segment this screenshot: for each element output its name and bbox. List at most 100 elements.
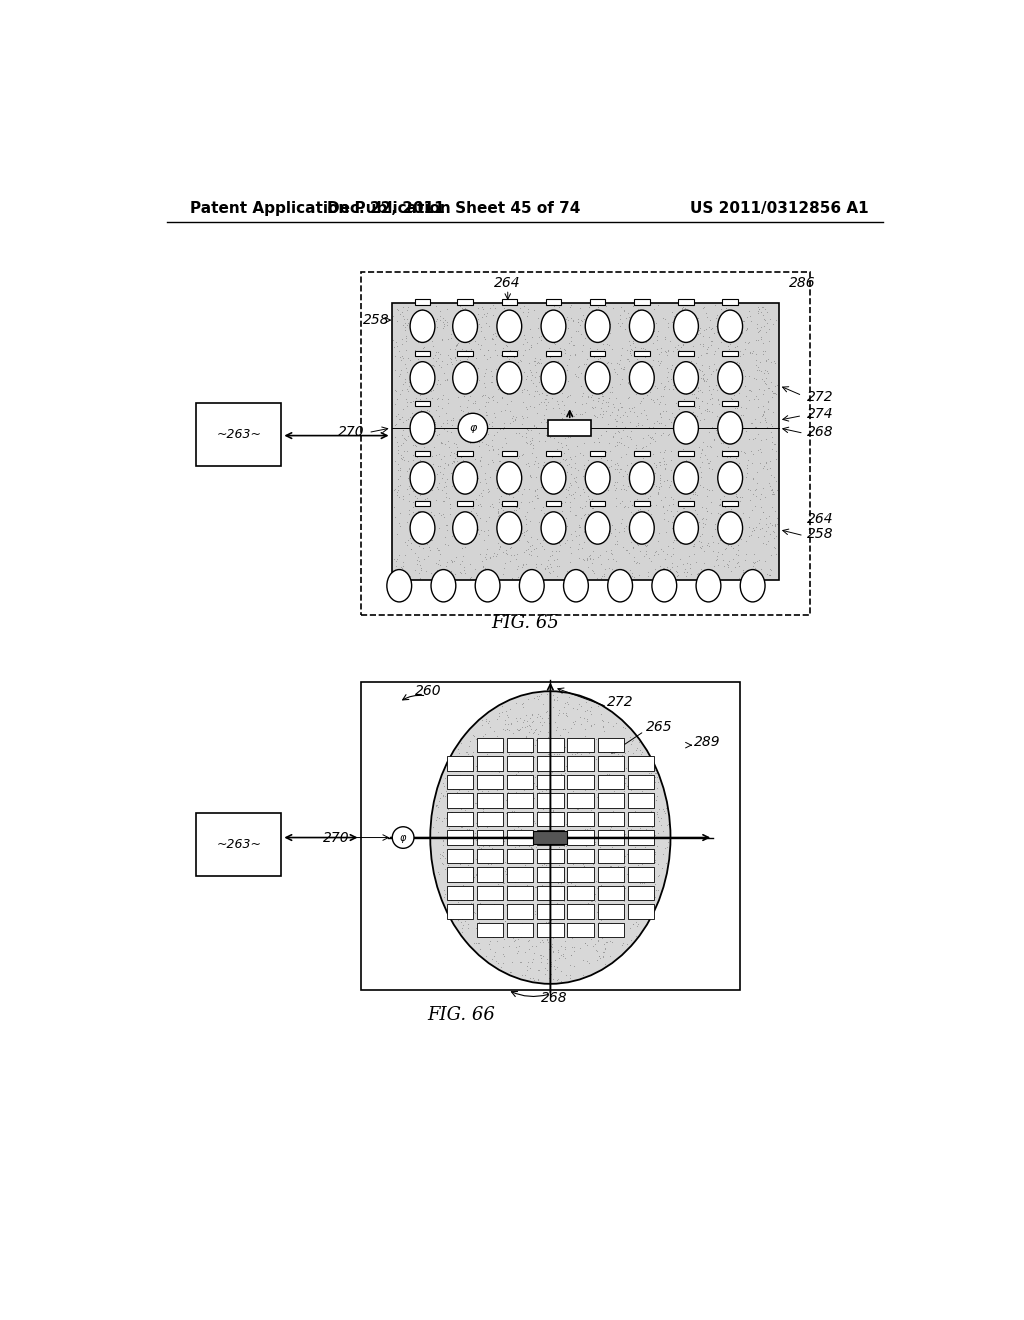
Point — [617, 308, 634, 329]
Point — [755, 343, 771, 364]
Point — [640, 807, 656, 828]
Point — [446, 338, 463, 359]
Point — [652, 385, 669, 407]
Point — [415, 462, 431, 483]
Point — [654, 540, 671, 561]
Bar — [507, 904, 534, 919]
Point — [614, 358, 631, 379]
Point — [469, 921, 485, 942]
Point — [627, 837, 643, 858]
Point — [737, 544, 754, 565]
Point — [729, 429, 745, 450]
Point — [580, 387, 596, 408]
Point — [447, 371, 464, 392]
Point — [469, 900, 485, 921]
Point — [574, 797, 591, 818]
Point — [551, 466, 567, 487]
Point — [541, 838, 557, 859]
Point — [623, 363, 639, 384]
Point — [598, 441, 614, 462]
Point — [490, 516, 507, 537]
Point — [725, 445, 741, 466]
Ellipse shape — [586, 512, 610, 544]
Point — [542, 825, 558, 846]
Point — [589, 902, 605, 923]
Point — [389, 568, 406, 589]
Point — [598, 371, 614, 392]
Point — [507, 474, 523, 495]
Point — [541, 471, 557, 492]
Point — [719, 407, 735, 428]
Point — [477, 384, 494, 405]
Point — [499, 775, 515, 796]
Point — [556, 879, 572, 900]
Point — [687, 499, 703, 520]
Point — [521, 808, 538, 829]
Point — [518, 432, 535, 453]
Point — [482, 360, 499, 381]
Point — [475, 556, 492, 577]
Point — [400, 467, 417, 488]
Point — [604, 376, 621, 397]
Point — [550, 873, 566, 894]
Point — [467, 391, 483, 412]
Point — [646, 814, 663, 836]
Point — [473, 735, 489, 756]
Text: FIG. 65: FIG. 65 — [490, 615, 559, 632]
Point — [578, 392, 594, 413]
Point — [498, 440, 514, 461]
Point — [509, 924, 525, 945]
Point — [574, 964, 591, 985]
Point — [549, 941, 565, 962]
Point — [412, 346, 428, 367]
Point — [569, 436, 586, 457]
Point — [510, 325, 526, 346]
Point — [582, 546, 598, 568]
Point — [555, 902, 571, 923]
Point — [626, 900, 642, 921]
Point — [579, 710, 595, 731]
Point — [683, 527, 699, 548]
Point — [636, 372, 652, 393]
Point — [541, 968, 557, 989]
Point — [414, 363, 430, 384]
Point — [586, 313, 602, 334]
Point — [490, 506, 507, 527]
Point — [457, 562, 473, 583]
Point — [462, 380, 478, 401]
Point — [393, 445, 410, 466]
Point — [528, 742, 545, 763]
Point — [616, 461, 633, 482]
Point — [755, 333, 771, 354]
Point — [464, 859, 480, 880]
Point — [546, 428, 562, 449]
Point — [479, 524, 496, 545]
Point — [758, 374, 774, 395]
Point — [559, 722, 575, 743]
Point — [528, 556, 545, 577]
Point — [607, 458, 624, 479]
Point — [516, 362, 532, 383]
Point — [570, 694, 587, 715]
Point — [731, 568, 748, 589]
Point — [473, 385, 489, 407]
Point — [549, 907, 565, 928]
Point — [570, 733, 587, 754]
Point — [682, 375, 698, 396]
Point — [649, 766, 666, 787]
Point — [551, 297, 567, 318]
Point — [674, 313, 690, 334]
Point — [587, 492, 603, 513]
Point — [529, 796, 546, 817]
Point — [500, 363, 516, 384]
Point — [428, 374, 444, 395]
Point — [646, 813, 663, 834]
Point — [566, 363, 583, 384]
Point — [512, 841, 528, 862]
Point — [722, 446, 738, 467]
Point — [434, 317, 451, 338]
Point — [485, 896, 502, 917]
Point — [674, 298, 690, 319]
Point — [434, 830, 451, 851]
Point — [585, 379, 601, 400]
